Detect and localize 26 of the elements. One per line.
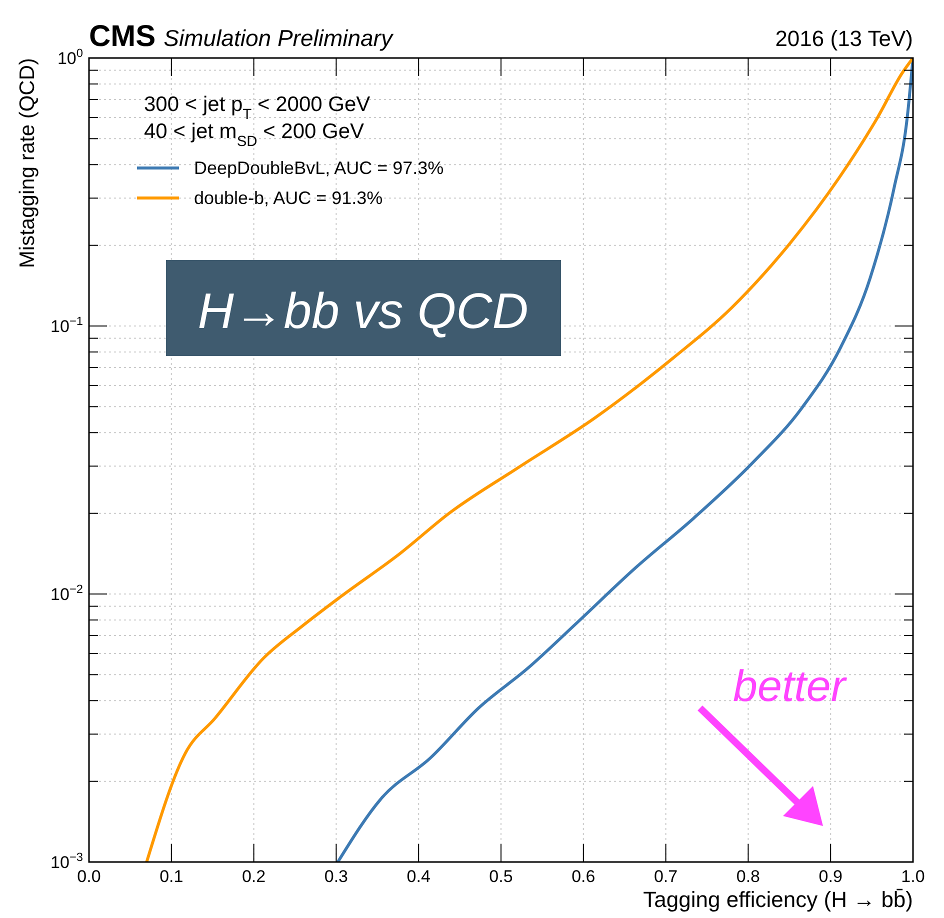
x-tick-label: 0.7	[654, 867, 678, 886]
legend-label: DeepDoubleBvL, AUC = 97.3%	[194, 158, 444, 178]
y-axis-title: Mistagging rate (QCD)	[16, 58, 39, 268]
annotation: 40 < jet m$_{SD}$ < 200 GeV	[144, 120, 364, 150]
x-tick-label: 0.2	[242, 867, 266, 886]
x-tick-label: 0.4	[406, 867, 430, 886]
chart-subtitle: Simulation Preliminary	[164, 25, 394, 51]
legend-label: double-b, AUC = 91.3%	[194, 188, 383, 208]
x-tick-label: 0.1	[160, 867, 184, 886]
text: 2016 (13 TeV)	[775, 26, 913, 51]
annotation: 300 < jet p$_{T}$ < 2000 GeV	[144, 93, 370, 123]
x-axis-title: Tagging efficiency (H → bb̄)	[643, 887, 913, 912]
chart-title: CMS	[89, 20, 156, 53]
y-tick-label: 10$^{−1}$	[50, 314, 84, 336]
x-tick-label: 0.6	[572, 867, 596, 886]
x-tick-label: 1.0	[901, 867, 925, 886]
line-series	[145, 58, 913, 862]
y-tick-label: 10$^{−2}$	[50, 582, 84, 604]
x-tick-label: 0.9	[818, 867, 842, 886]
annotation: H→bb vs QCD	[198, 283, 528, 339]
x-tick-label: 0.3	[324, 867, 348, 886]
annotation: better	[733, 662, 848, 711]
x-tick-label: 0.8	[736, 867, 760, 886]
x-tick-label: 0.0	[77, 867, 101, 886]
y-tick-label: 10$^{0}$	[57, 46, 84, 68]
x-tick-label: 0.5	[489, 867, 513, 886]
